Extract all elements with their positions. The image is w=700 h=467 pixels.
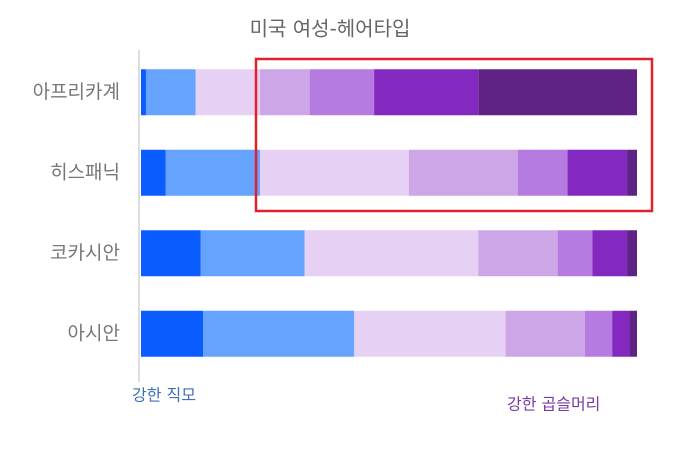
annotation: 강한 직모	[132, 386, 196, 405]
bar-segment	[141, 69, 146, 116]
bar-segment	[629, 310, 637, 357]
bars	[141, 69, 637, 357]
bar-segment	[304, 230, 479, 277]
bar-segment	[478, 69, 637, 116]
bar-segment	[567, 149, 628, 196]
bar-segment	[260, 149, 409, 196]
bar-segment	[309, 69, 375, 116]
bar-segment	[478, 230, 558, 277]
y-tick-label: 히스패닉	[50, 161, 120, 183]
highlight-box	[254, 57, 654, 213]
bar-segment	[141, 149, 166, 196]
bar-segment	[260, 69, 310, 116]
bar-segment	[203, 310, 355, 357]
bar-segment	[517, 149, 568, 196]
chart-title: 미국 여성-헤어타입	[250, 17, 411, 41]
y-tick-label: 코카시안	[50, 242, 120, 264]
y-tick-label: 아프리카계	[33, 81, 120, 103]
bar-segment	[584, 310, 613, 357]
annotation: 강한 곱슬머리	[507, 395, 600, 414]
bar-segment	[141, 310, 203, 357]
bar-segment	[354, 310, 506, 357]
bar-segment	[557, 230, 593, 277]
bar-segment	[195, 69, 261, 116]
y-tick-label: 아시안	[68, 322, 120, 344]
bar-segment	[141, 230, 201, 277]
bar-segment	[612, 310, 630, 357]
bar-segment	[165, 149, 261, 196]
bar-segment	[374, 69, 479, 116]
bar-segment	[145, 69, 196, 116]
bar-segment	[627, 230, 637, 277]
bar-segment	[408, 149, 518, 196]
bar-segment	[592, 230, 628, 277]
bar-segment	[505, 310, 585, 357]
bar-segment	[627, 149, 637, 196]
bar-segment	[200, 230, 305, 277]
